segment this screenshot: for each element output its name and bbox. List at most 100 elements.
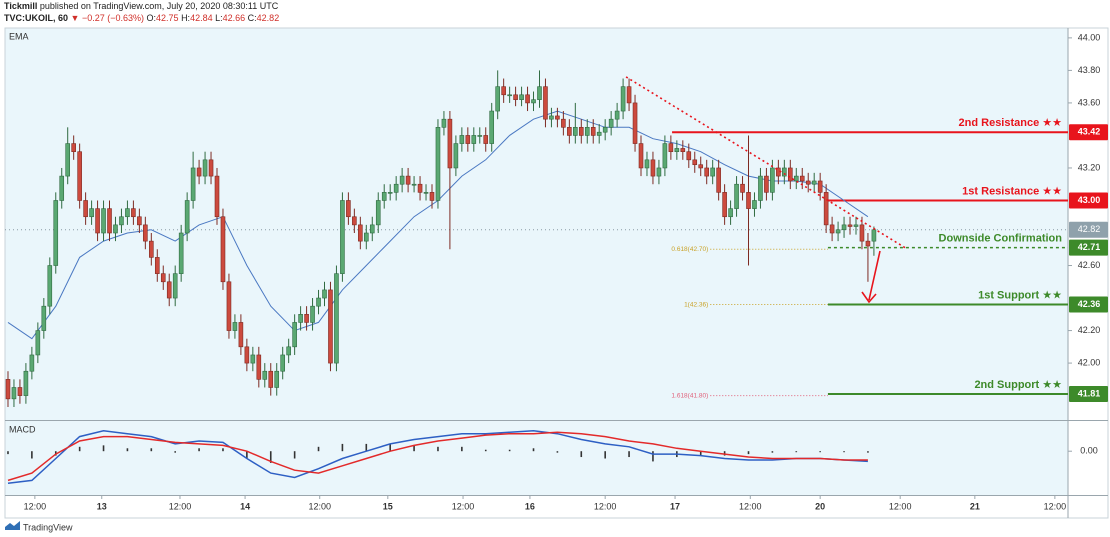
candle-body [268,370,274,388]
candle-body [375,200,381,226]
candle-body [137,216,142,226]
candle-body [829,224,835,234]
candle-body [817,180,823,193]
macd-histogram-bar [628,451,630,458]
candle-body [823,192,829,226]
candle-body [859,224,865,242]
frame [4,27,1109,519]
macd-histogram-bar [843,451,845,453]
x-tick-label: 16 [525,501,535,511]
macd-histogram-bar [7,451,9,455]
candle-body [722,192,727,218]
level-box-label: 42.36 [1078,299,1101,309]
macd-histogram-bar [819,451,821,453]
candle-body [11,387,17,400]
candle-body [668,143,674,153]
macd-line [7,430,868,485]
candle-body [119,216,124,226]
macd-histogram-bar [747,451,750,455]
candle-body [244,346,250,364]
candle-body [573,127,578,136]
candle-body [788,167,793,182]
x-tick-label: 12:00 [452,501,475,511]
candle-body [178,232,184,274]
candle-body [5,379,11,400]
candle-body [608,118,614,128]
x-tick-label: 13 [97,501,107,511]
signal-line [7,431,868,482]
macd-histogram-bar [174,451,176,453]
candle-body [632,102,638,144]
level-box [1069,239,1108,256]
macd-histogram-bar [317,446,320,452]
macd-histogram-bar [78,446,81,452]
candle-body [143,224,148,242]
candle-body [23,370,29,396]
candle-body [95,208,100,234]
candle-body [596,131,602,136]
candle-body [381,192,387,201]
macd-histogram-bar [126,448,129,452]
publisher: Tickmill [4,1,37,11]
candle-body [184,200,190,234]
candle-body [626,86,632,104]
x-tick-label: 21 [970,501,980,511]
candle-body [274,370,280,388]
x-tick-label: 20 [815,501,825,511]
candle-body [340,200,345,274]
macd-histogram-bar [699,451,702,456]
macd-tick-label: 0.00 [1080,446,1098,456]
candle-body [614,110,620,120]
candle-body [650,159,656,177]
candle-body [841,224,847,231]
macd-histogram-bar [198,448,200,452]
candle-body [477,135,483,137]
candle-body [411,183,417,186]
candle-body [764,175,769,193]
level-box [1069,385,1108,402]
candle-body [364,232,369,242]
candle-body [680,148,686,153]
candle-body [662,143,668,169]
candle-body [793,175,799,182]
candle-body [525,94,530,104]
price-box [1069,221,1108,238]
macd-histogram-bar [484,449,487,452]
candle-body [692,159,698,166]
candle-body [543,86,548,120]
candle-body [758,175,763,201]
x-tick-label: 12:00 [1044,501,1067,511]
macd-histogram-bar [508,449,511,452]
high-value: 42.84 [190,13,213,23]
symbol: TVC:UKOIL, 60 [4,13,68,23]
macd-histogram-bar [556,451,559,453]
y-tick-label: 44.00 [1078,32,1101,42]
macd-histogram-bar [771,451,774,453]
candle-body [549,115,554,120]
candle-body [352,216,357,226]
candle-body [590,127,596,136]
macd-label: MACD [9,424,36,434]
open-value: 42.75 [156,13,179,23]
candle-body [304,314,309,323]
x-tick-label: 12:00 [308,501,331,511]
header-line-1: Tickmill published on TradingView.com, J… [4,1,279,11]
candle-body [286,346,291,356]
candle-body [238,322,244,348]
macd-histogram-bar [461,446,463,452]
candle-body [471,135,477,144]
ema-label: EMA [9,31,29,41]
footer-brand: TradingView [23,522,73,532]
level-box [1069,192,1108,209]
level-box [1069,296,1108,313]
candle-body [334,273,339,364]
macd-histogram-bar [102,445,105,452]
candle-body [740,183,745,193]
candle-body [704,167,709,177]
candle-body [602,127,608,133]
candle-body [507,94,512,97]
candle-body [465,135,471,144]
fib-label: 1.618(41.80) [671,392,708,399]
candle-body [811,180,817,185]
